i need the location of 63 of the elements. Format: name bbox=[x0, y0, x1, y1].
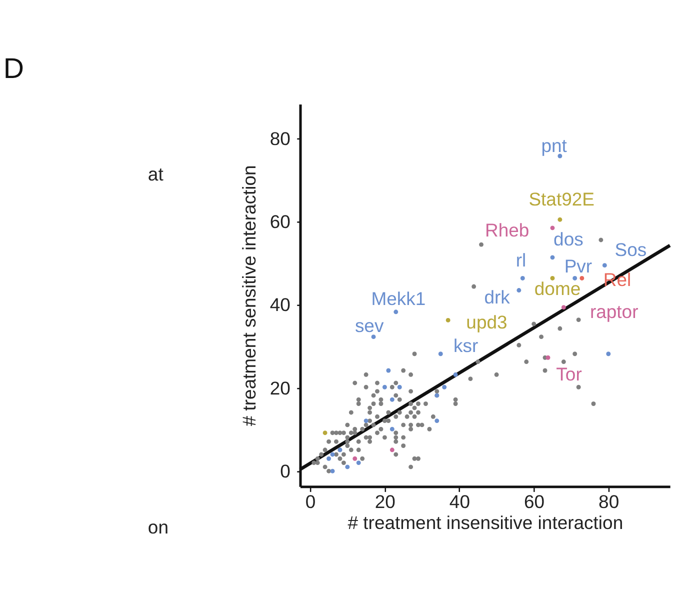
series-label: Pvr bbox=[564, 255, 592, 276]
y-tick-label: 0 bbox=[280, 460, 290, 482]
point bbox=[352, 456, 358, 461]
y-axis-title: # treatment sensitive interaction bbox=[238, 165, 260, 426]
y-tick-label: 80 bbox=[270, 128, 290, 149]
point bbox=[453, 372, 458, 377]
x-axis-title: # treatment insensitive interaction bbox=[348, 512, 624, 533]
series-label: rl bbox=[516, 249, 526, 270]
series-label: drk bbox=[484, 286, 511, 308]
point bbox=[558, 217, 562, 222]
point bbox=[580, 276, 584, 280]
point bbox=[397, 384, 402, 390]
y-tick-label: 60 bbox=[270, 210, 290, 232]
point bbox=[390, 426, 394, 432]
point bbox=[330, 468, 335, 474]
point bbox=[371, 334, 376, 340]
series-label: upd3 bbox=[466, 312, 508, 333]
series-label: Rheb bbox=[484, 219, 530, 240]
point bbox=[546, 355, 550, 360]
series-label: Sos bbox=[614, 239, 647, 260]
series-label: dos bbox=[554, 228, 584, 250]
y-tick-label: 40 bbox=[270, 294, 290, 316]
series-label: raptor bbox=[590, 301, 638, 322]
point bbox=[520, 276, 525, 280]
x-tick-label: 60 bbox=[524, 490, 545, 512]
point bbox=[550, 255, 555, 260]
series-label: Tor bbox=[556, 363, 582, 384]
text: at bbox=[148, 164, 164, 185]
point bbox=[572, 276, 578, 280]
text: on bbox=[148, 516, 168, 538]
point bbox=[386, 368, 391, 373]
y-tick-label: 20 bbox=[270, 377, 290, 398]
point bbox=[550, 276, 555, 280]
point bbox=[550, 226, 555, 230]
x-tick-label: 20 bbox=[374, 490, 396, 512]
point bbox=[364, 418, 368, 424]
point bbox=[356, 460, 361, 466]
point bbox=[322, 430, 328, 436]
series-label: sev bbox=[354, 314, 384, 336]
series-label: Mekk1 bbox=[371, 288, 426, 310]
point bbox=[602, 263, 607, 268]
point bbox=[442, 384, 447, 390]
series-label: pnt bbox=[541, 134, 567, 156]
series-label: dome bbox=[534, 278, 581, 300]
point bbox=[394, 310, 398, 314]
point bbox=[606, 352, 611, 356]
series-label: Stat92E bbox=[528, 188, 595, 210]
point bbox=[516, 288, 522, 292]
point bbox=[345, 464, 350, 470]
point bbox=[382, 384, 387, 390]
point bbox=[434, 418, 440, 424]
x-tick-label: 80 bbox=[598, 490, 620, 512]
series-label: ksr bbox=[454, 335, 478, 356]
point bbox=[438, 352, 443, 356]
point bbox=[326, 456, 332, 461]
x-tick-label: 0 bbox=[305, 490, 316, 512]
point bbox=[390, 448, 394, 452]
point bbox=[330, 452, 335, 457]
point bbox=[446, 318, 450, 322]
point bbox=[390, 397, 394, 402]
x-tick-label: 40 bbox=[449, 490, 470, 512]
text: D bbox=[3, 52, 24, 85]
point bbox=[561, 305, 566, 310]
